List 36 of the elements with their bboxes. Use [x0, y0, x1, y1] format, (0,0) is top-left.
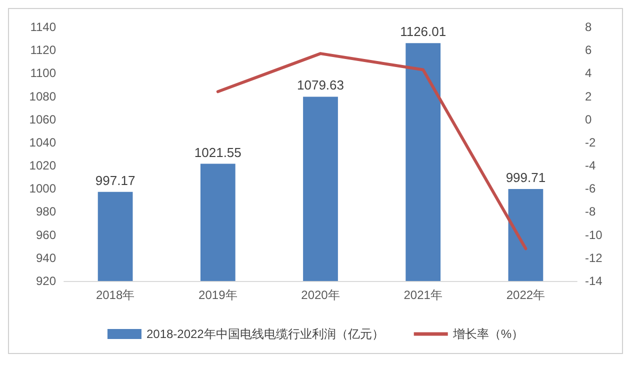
y2-tick-label: 4 — [585, 66, 592, 80]
y2-tick-label: -8 — [585, 204, 596, 219]
y2-tick-label: 2 — [585, 89, 592, 104]
data-label: 999.71 — [506, 170, 546, 185]
data-label: 1021.55 — [194, 144, 242, 160]
y-tick-label: 1140 — [30, 20, 56, 34]
x-tick-label: 2022年 — [506, 288, 546, 302]
y-tick-label: 940 — [36, 250, 56, 265]
y-tick-label: 980 — [36, 204, 56, 219]
data-label: 997.17 — [95, 172, 136, 188]
y-tick-label: 1020 — [29, 158, 56, 173]
y-tick-label: 1000 — [29, 182, 56, 196]
y-tick-label: 1060 — [29, 112, 56, 126]
y2-tick-label: -12 — [585, 250, 603, 265]
x-tick-label: 2019年 — [198, 288, 238, 302]
y2-tick-label: -2 — [585, 135, 596, 150]
y-tick-label: 960 — [36, 228, 56, 242]
y-tick-label: 1120 — [30, 43, 56, 58]
y2-tick-label: -4 — [585, 158, 596, 173]
y-tick-label: 1100 — [30, 66, 56, 80]
data-label: 1126.01 — [400, 24, 446, 40]
legend-label: 2018-2022年中国电线电缆行业利润（亿元） — [146, 327, 384, 341]
y2-tick-label: -14 — [585, 274, 603, 288]
x-tick-label: 2020年 — [301, 288, 340, 302]
x-tick-label: 2018年 — [96, 288, 135, 302]
y2-tick-label: 0 — [585, 112, 592, 126]
x-tick-label: 2021年 — [404, 288, 442, 302]
y2-tick-label: -10 — [585, 228, 603, 242]
legend-label: 增长率（%） — [452, 327, 524, 341]
y-tick-label: 1080 — [29, 89, 56, 104]
data-label: 1079.63 — [297, 78, 344, 93]
y-tick-label: 920 — [36, 274, 56, 288]
y2-tick-label: 8 — [585, 20, 592, 34]
y-tick-label: 1040 — [29, 135, 56, 150]
y2-tick-label: 6 — [585, 43, 592, 58]
y2-tick-label: -6 — [585, 182, 596, 196]
